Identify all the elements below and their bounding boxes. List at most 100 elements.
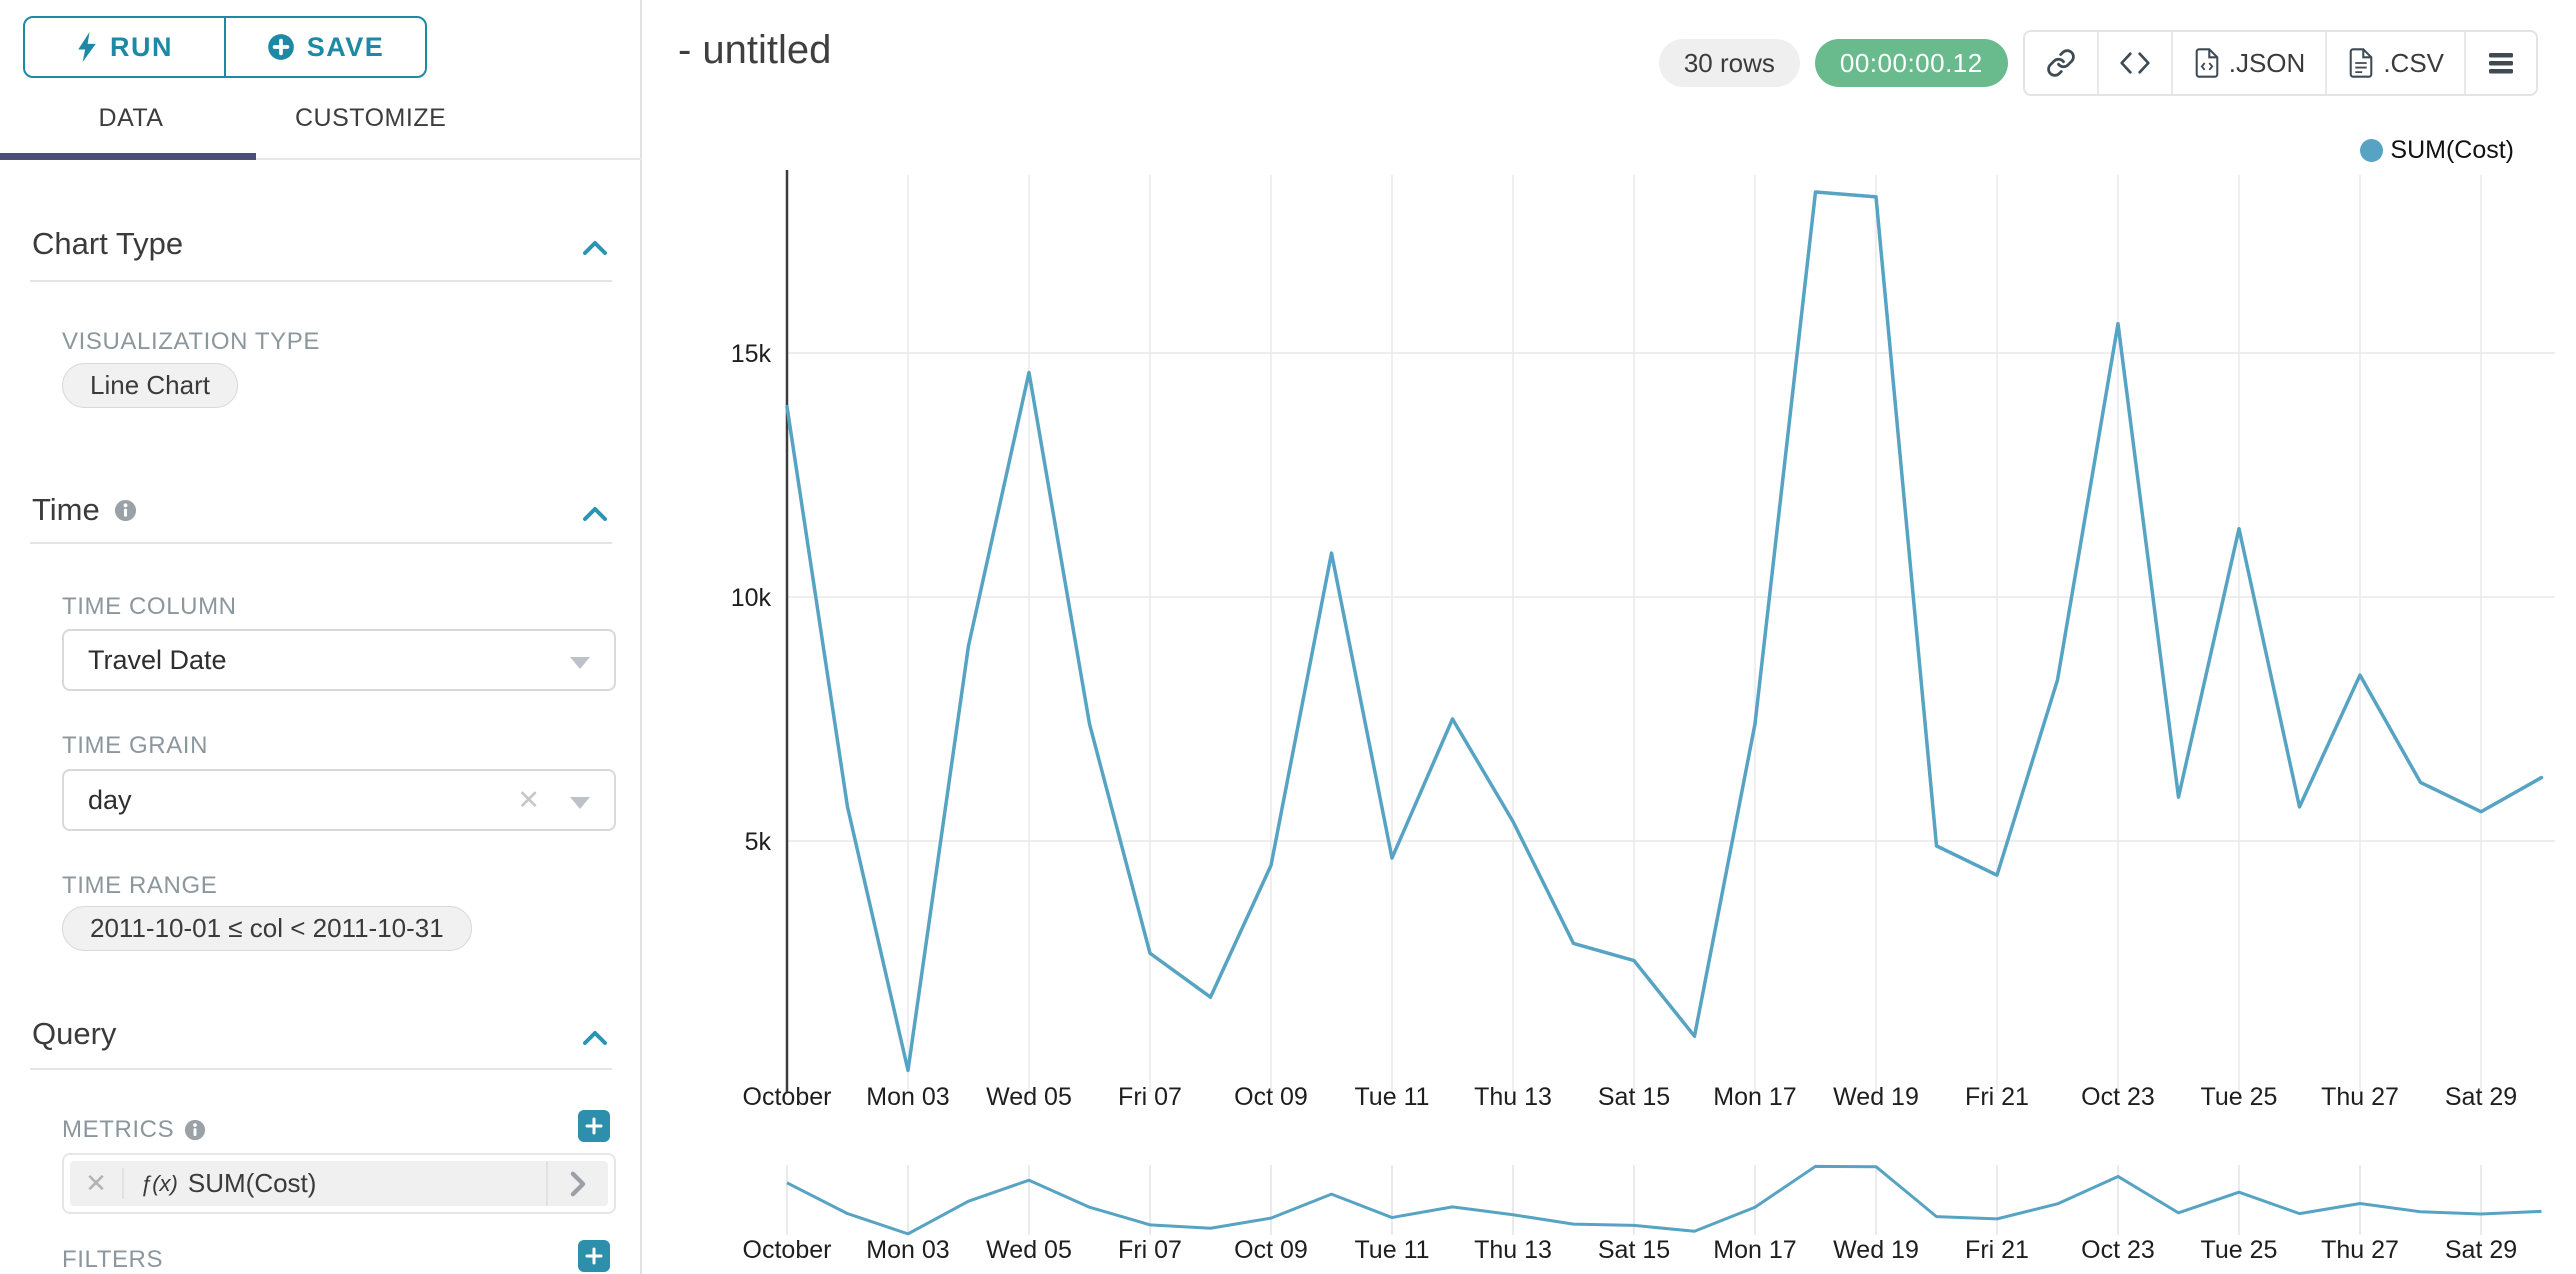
metric-name: SUM(Cost): [187, 1168, 317, 1198]
y-tick-label: 10k: [731, 584, 772, 612]
minimap-tick-label: October: [743, 1236, 832, 1264]
metrics-label-text: METRICS: [62, 1116, 175, 1143]
plus-icon: [585, 1247, 603, 1265]
x-tick-label: Fri 07: [1118, 1083, 1182, 1111]
legend-series-dot: [2360, 139, 2384, 162]
time-column-label: TIME COLUMN: [62, 593, 237, 620]
export-json-label: .JSON: [2228, 47, 2306, 78]
info-icon: [185, 1119, 206, 1141]
save-button[interactable]: SAVE: [226, 18, 425, 76]
filters-label: FILTERS: [62, 1246, 164, 1273]
divider: [30, 280, 612, 282]
save-button-label: SAVE: [306, 31, 385, 62]
x-tick-label: Mon 17: [1713, 1083, 1796, 1111]
query-timer-badge: 00:00:00.12: [1814, 39, 2008, 87]
minimap-tick-label: Oct 09: [1234, 1236, 1308, 1264]
minimap-tick-label: Fri 21: [1965, 1236, 2029, 1264]
section-chart-type-header[interactable]: Chart Type: [32, 226, 183, 262]
x-tick-label: Sat 29: [2445, 1083, 2517, 1111]
chevron-down-icon: [570, 797, 590, 809]
control-sidebar: RUN SAVE DATA CUSTOMIZE Chart Type VISUA…: [0, 0, 642, 1274]
y-tick-label: 15k: [731, 340, 772, 368]
minimap-tick-label: Thu 13: [1474, 1236, 1552, 1264]
legend-series-label: SUM(Cost): [2390, 136, 2514, 164]
chevron-up-icon[interactable]: [582, 1030, 608, 1046]
time-column-select[interactable]: Travel Date: [62, 629, 616, 691]
x-tick-label: Tue 25: [2201, 1083, 2278, 1111]
add-filter-button[interactable]: [578, 1240, 610, 1272]
export-csv-button[interactable]: .CSV: [2325, 32, 2464, 94]
metric-control: ✕ ƒ(x) SUM(Cost): [62, 1153, 616, 1214]
tab-data[interactable]: DATA: [98, 104, 164, 132]
time-grain-label: TIME GRAIN: [62, 732, 209, 759]
x-tick-label: Wed 19: [1833, 1083, 1919, 1111]
export-button-group: .JSON .CSV: [2022, 30, 2538, 96]
export-csv-label: .CSV: [2383, 47, 2444, 78]
chart-header-toolbar: 30 rows 00:00:00.12: [1658, 30, 2538, 96]
minimap-tick-label: Wed 05: [986, 1236, 1072, 1264]
view-query-button[interactable]: [2096, 32, 2171, 94]
clear-icon[interactable]: ✕: [517, 785, 540, 815]
code-icon: [2120, 52, 2150, 74]
time-grain-select[interactable]: day ✕: [62, 769, 616, 831]
add-metric-button[interactable]: [578, 1110, 610, 1142]
minimap-tick-label: Mon 17: [1713, 1236, 1796, 1264]
x-tick-label: Oct 09: [1234, 1083, 1308, 1111]
plus-icon: [585, 1117, 603, 1135]
share-link-button[interactable]: [2024, 32, 2097, 94]
minimap-tick-label: Wed 19: [1833, 1236, 1919, 1264]
series-line: [785, 190, 2544, 1073]
x-tick-label: Sat 15: [1598, 1083, 1670, 1111]
minimap-tick-label: Tue 11: [1354, 1236, 1429, 1264]
edit-metric-button[interactable]: [546, 1161, 608, 1206]
file-code-icon: [2195, 48, 2219, 78]
minimap-tick-label: Mon 03: [866, 1236, 949, 1264]
x-tick-label: Wed 05: [986, 1083, 1072, 1111]
section-time-header[interactable]: Time: [32, 492, 137, 528]
chevron-up-icon[interactable]: [582, 240, 608, 256]
minimap-series-line: [786, 1164, 2542, 1236]
lightning-icon: [78, 32, 96, 62]
divider: [30, 1068, 612, 1070]
chevron-up-icon[interactable]: [582, 506, 608, 522]
visualization-type-label: VISUALIZATION TYPE: [62, 328, 320, 355]
hamburger-menu-icon: [2489, 53, 2513, 74]
divider: [30, 542, 612, 544]
row-count-badge: 30 rows: [1658, 39, 1800, 87]
active-tab-indicator: [0, 153, 256, 160]
minimap-tick-label: Tue 25: [2201, 1236, 2278, 1264]
visualization-type-pill[interactable]: Line Chart: [62, 363, 238, 408]
link-icon: [2046, 49, 2075, 77]
section-query-title: Query: [32, 1016, 117, 1051]
x-tick-label: Oct 23: [2081, 1083, 2155, 1111]
minimap-tick-label: Sat 29: [2445, 1236, 2517, 1264]
x-tick-label: Thu 13: [1474, 1083, 1552, 1111]
remove-metric-icon[interactable]: ✕: [70, 1168, 124, 1199]
run-button[interactable]: RUN: [25, 18, 226, 76]
export-json-button[interactable]: .JSON: [2170, 32, 2326, 94]
chevron-down-icon: [570, 657, 590, 669]
chart-legend[interactable]: SUM(Cost): [2360, 136, 2514, 165]
minimap-tick-label: Thu 27: [2321, 1236, 2399, 1264]
metrics-label: METRICS: [62, 1116, 206, 1144]
minimap-tick-label: Sat 15: [1598, 1236, 1670, 1264]
minimap-tick-label: Oct 23: [2081, 1236, 2155, 1264]
x-tick-label: Fri 21: [1965, 1083, 2029, 1111]
chart-menu-button[interactable]: [2464, 32, 2536, 94]
line-chart-canvas[interactable]: 5k 10k 15k October Mon 03 Wed 05 Fri 07 Oct 09 T…: [660, 130, 2576, 1274]
time-grain-value: day: [88, 784, 132, 815]
metric-pill[interactable]: ✕ ƒ(x) SUM(Cost): [70, 1161, 608, 1206]
x-tick-label: Mon 03: [866, 1083, 949, 1111]
tab-customize[interactable]: CUSTOMIZE: [295, 104, 447, 132]
y-tick-label: 5k: [745, 828, 772, 856]
chart-title[interactable]: - untitled: [678, 28, 832, 72]
run-save-button-group: RUN SAVE: [23, 16, 427, 78]
time-range-label: TIME RANGE: [62, 872, 218, 899]
chevron-right-icon: [570, 1171, 586, 1196]
time-range-pill[interactable]: 2011-10-01 ≤ col < 2011-10-31: [62, 906, 472, 951]
section-query-header[interactable]: Query: [32, 1016, 116, 1052]
section-time-title: Time: [32, 492, 100, 527]
time-column-value: Travel Date: [88, 644, 227, 675]
info-icon: [114, 499, 136, 521]
